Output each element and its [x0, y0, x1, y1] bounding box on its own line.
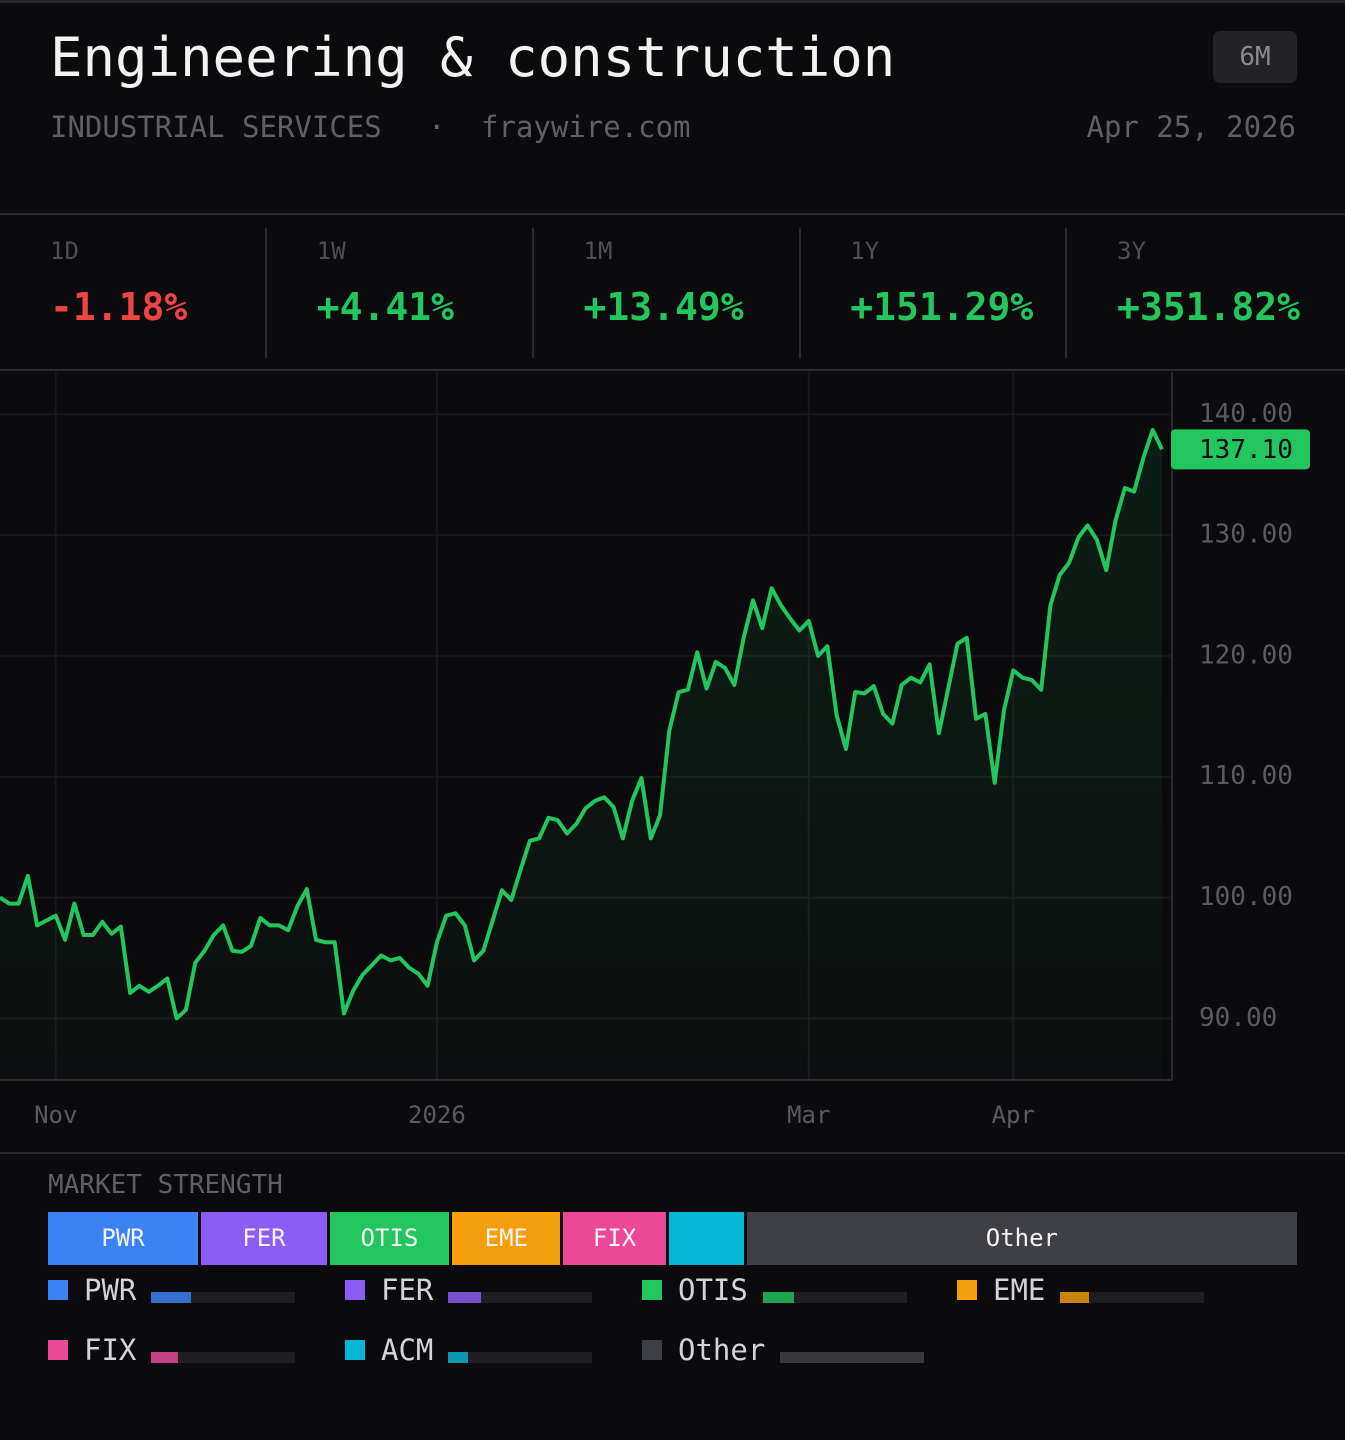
legend-swatch	[48, 1280, 68, 1300]
strength-legend: PWR FER OTIS EME FIX ACM Other	[48, 1272, 1308, 1402]
strength-segment: EME	[452, 1212, 561, 1265]
legend-track	[151, 1351, 296, 1363]
legend-item: OTIS	[642, 1272, 907, 1308]
legend-swatch	[642, 1340, 662, 1360]
stat-value: +351.82%	[1117, 285, 1301, 329]
legend-label: Other	[678, 1333, 766, 1367]
legend-bar	[151, 1291, 191, 1303]
segment-label: FIX	[592, 1224, 637, 1252]
divider	[0, 369, 1345, 371]
divider	[0, 213, 1345, 215]
stat-value: -1.18%	[50, 285, 188, 329]
stat-cell: 3Y +351.82%	[1067, 228, 1334, 358]
separator: ·	[428, 110, 446, 144]
strength-segment: Other	[746, 1212, 1297, 1265]
legend-label: PWR	[84, 1273, 137, 1307]
legend-swatch	[345, 1340, 365, 1360]
y-tick-label: 100.00	[1199, 882, 1293, 912]
stat-label: 1W	[316, 237, 346, 265]
stat-label: 1Y	[850, 237, 880, 265]
x-tick-label: Mar	[787, 1101, 830, 1129]
y-tick-label: 120.00	[1199, 640, 1293, 670]
legend-bar	[780, 1351, 925, 1363]
strength-segment: PWR	[48, 1212, 199, 1265]
legend-swatch	[48, 1340, 68, 1360]
legend-item: FIX	[48, 1332, 296, 1368]
legend-bar	[151, 1351, 179, 1363]
legend-swatch	[345, 1280, 365, 1300]
legend-track	[151, 1291, 296, 1303]
strength-bar: PWR FER OTIS EME FIX Other	[48, 1212, 1297, 1265]
legend-track	[448, 1351, 593, 1363]
section-title: MARKET STRENGTH	[48, 1170, 283, 1200]
stat-label: 3Y	[1117, 237, 1146, 265]
stat-cell: 1D -1.18%	[0, 228, 267, 358]
price-tag-label: 137.10	[1199, 435, 1293, 465]
legend-label: EME	[993, 1273, 1046, 1307]
segment-label: OTIS	[360, 1224, 419, 1252]
x-tick-label: Apr	[992, 1101, 1035, 1129]
strength-segment: FIX	[563, 1212, 666, 1265]
legend-bar	[762, 1291, 795, 1303]
x-tick-label: 2026	[408, 1101, 466, 1129]
legend-swatch	[642, 1280, 662, 1300]
legend-swatch	[957, 1280, 977, 1300]
segment-label: FER	[242, 1224, 286, 1252]
price-line	[0, 427, 1164, 1021]
legend-bar	[448, 1351, 469, 1363]
segment-label: PWR	[101, 1224, 145, 1252]
stat-cell: 1M +13.49%	[534, 228, 801, 358]
y-tick-label: 130.00	[1199, 520, 1293, 550]
page-title: Engineering & construction	[50, 26, 896, 89]
legend-item: ACM	[345, 1332, 593, 1368]
legend-item: FER	[345, 1272, 593, 1308]
area-fill	[0, 429, 1162, 1080]
segment-label: Other	[985, 1224, 1058, 1252]
date: Apr 25, 2026	[1086, 110, 1296, 144]
sector: INDUSTRIAL SERVICES	[50, 110, 382, 144]
source: fraywire.com	[481, 110, 691, 144]
legend-track	[1060, 1291, 1205, 1303]
legend-track	[448, 1291, 593, 1303]
legend-item: Other	[642, 1332, 925, 1368]
price-tag	[1171, 429, 1310, 470]
stat-cell: 1W +4.41%	[267, 228, 534, 358]
legend-label: ACM	[381, 1333, 434, 1367]
strength-segment: FER	[201, 1212, 327, 1265]
y-tick-label: 110.00	[1199, 761, 1293, 791]
legend-bar	[448, 1291, 482, 1303]
range-button[interactable]: 6M	[1213, 31, 1297, 83]
x-tick-label: Nov	[34, 1101, 77, 1129]
legend-item: PWR	[48, 1272, 296, 1308]
stat-value: +13.49%	[583, 285, 744, 329]
segment-label: EME	[484, 1224, 528, 1252]
legend-item: EME	[957, 1272, 1205, 1308]
legend-label: FER	[381, 1273, 434, 1307]
y-tick-label: 90.00	[1199, 1003, 1277, 1033]
legend-label: OTIS	[678, 1273, 748, 1307]
y-tick-label: 140.00	[1199, 399, 1293, 429]
legend-bar	[1060, 1291, 1089, 1303]
stat-value: +4.41%	[316, 285, 455, 329]
legend-track	[762, 1291, 907, 1303]
top-border	[0, 0, 1345, 3]
strength-segment: OTIS	[329, 1212, 450, 1265]
divider	[0, 1152, 1345, 1154]
stat-cell: 1Y +151.29%	[800, 228, 1068, 358]
strength-segment	[668, 1212, 744, 1265]
price-chart: 90.00 100.00 110.00 120.00 130.00 140.00 Nov 20…	[0, 372, 1310, 1129]
stat-label: 1D	[50, 237, 79, 265]
stat-value: +151.29%	[850, 285, 1034, 329]
legend-label: FIX	[84, 1333, 137, 1367]
stat-label: 1M	[583, 237, 613, 265]
legend-track	[780, 1351, 925, 1363]
